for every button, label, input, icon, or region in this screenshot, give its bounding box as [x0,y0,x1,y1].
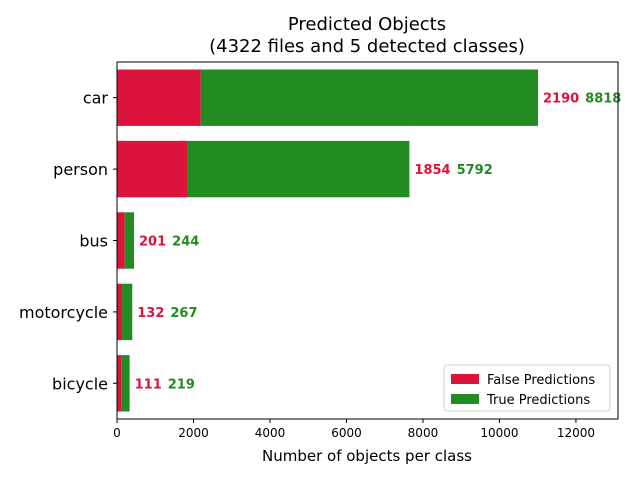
bar-bicycle-false [117,355,122,412]
bar-person-false [117,140,188,198]
bar-car-true [200,69,538,126]
chart-title: Predicted Objects [288,14,446,35]
legend-swatch-true [451,394,479,404]
legend-label-true: True Predictions [486,393,590,408]
plot-frame [116,61,619,420]
bar-motorcycle-true [122,283,133,341]
data-label-bus-false: 201 [139,235,166,250]
x-tick-label: 8000 [408,426,439,440]
data-label-bicycle-false: 111 [135,377,162,392]
x-tick-label: 2000 [178,426,209,440]
data-label-bicycle-true: 219 [168,377,195,392]
category-label-bicycle: bicycle [52,374,108,393]
legend: False Predictions True Predictions [443,364,611,412]
data-label-motorcycle-false: 132 [137,306,164,321]
bars-group [117,69,538,412]
category-label-bus: bus [79,232,108,251]
bar-bus-false [117,212,125,269]
legend-label-false: False Predictions [487,373,595,388]
data-label-motorcycle-true: 267 [170,306,197,321]
data-label-person-true: 5792 [457,163,493,178]
legend-swatch-false [451,374,479,384]
data-label-bus-true: 244 [172,235,199,250]
legend-box [443,364,611,412]
x-tick-label: 0 [113,426,121,440]
category-label-person: person [53,160,108,179]
x-axis-label: Number of objects per class [262,447,472,465]
bar-bus-true [124,212,135,269]
bar-bicycle-true [121,355,130,412]
chart-subtitle: (4322 files and 5 detected classes) [209,36,525,57]
category-labels-group: car person bus motorcycle bicycle [19,89,117,393]
data-labels-group: 2190 8818 1854 5792 201 244 132 267 111 219 [135,92,622,393]
bar-person-true [187,140,410,198]
bar-motorcycle-false [117,283,123,341]
x-tick-label: 6000 [331,426,362,440]
x-ticks-group: 0 2000 4000 6000 8000 10000 12000 [113,419,595,440]
data-label-car-true: 8818 [585,92,621,107]
category-label-car: car [83,89,109,108]
data-label-person-false: 1854 [414,163,450,178]
data-label-car-false: 2190 [543,92,579,107]
x-tick-label: 10000 [480,426,518,440]
category-label-motorcycle: motorcycle [19,303,108,322]
bar-car-false [117,69,201,126]
x-tick-label: 12000 [557,426,595,440]
x-tick-label: 4000 [255,426,286,440]
